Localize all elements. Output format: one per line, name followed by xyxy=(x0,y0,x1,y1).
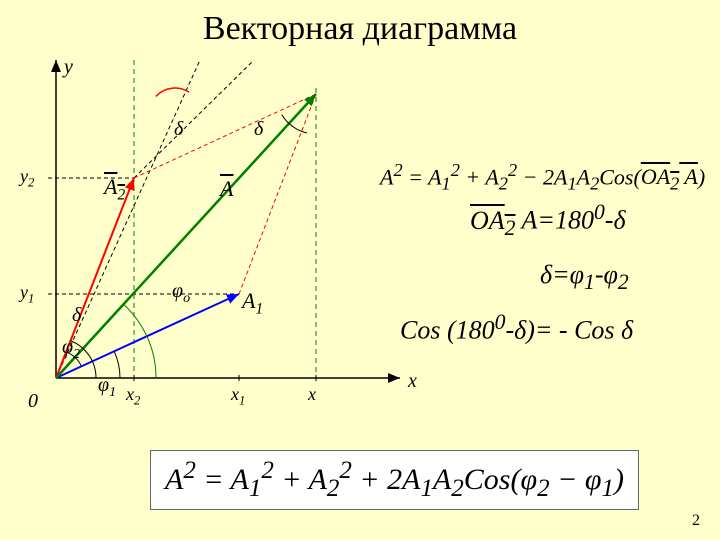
equation-1: A2 = A12 + A22 − 2A1A2Cos(OA2 A) xyxy=(380,160,705,195)
equation-4: Cos (1800-δ)= - Cos δ xyxy=(400,310,633,346)
equation-5: A2 = A12 + A22 + 2A1A2Cos(φ2 − φ1) xyxy=(150,450,639,510)
equation-3: δ=φ1-φ2 xyxy=(540,260,629,295)
page-number: 2 xyxy=(692,512,700,530)
equation-2: OA2 A=1800-δ xyxy=(470,200,626,241)
